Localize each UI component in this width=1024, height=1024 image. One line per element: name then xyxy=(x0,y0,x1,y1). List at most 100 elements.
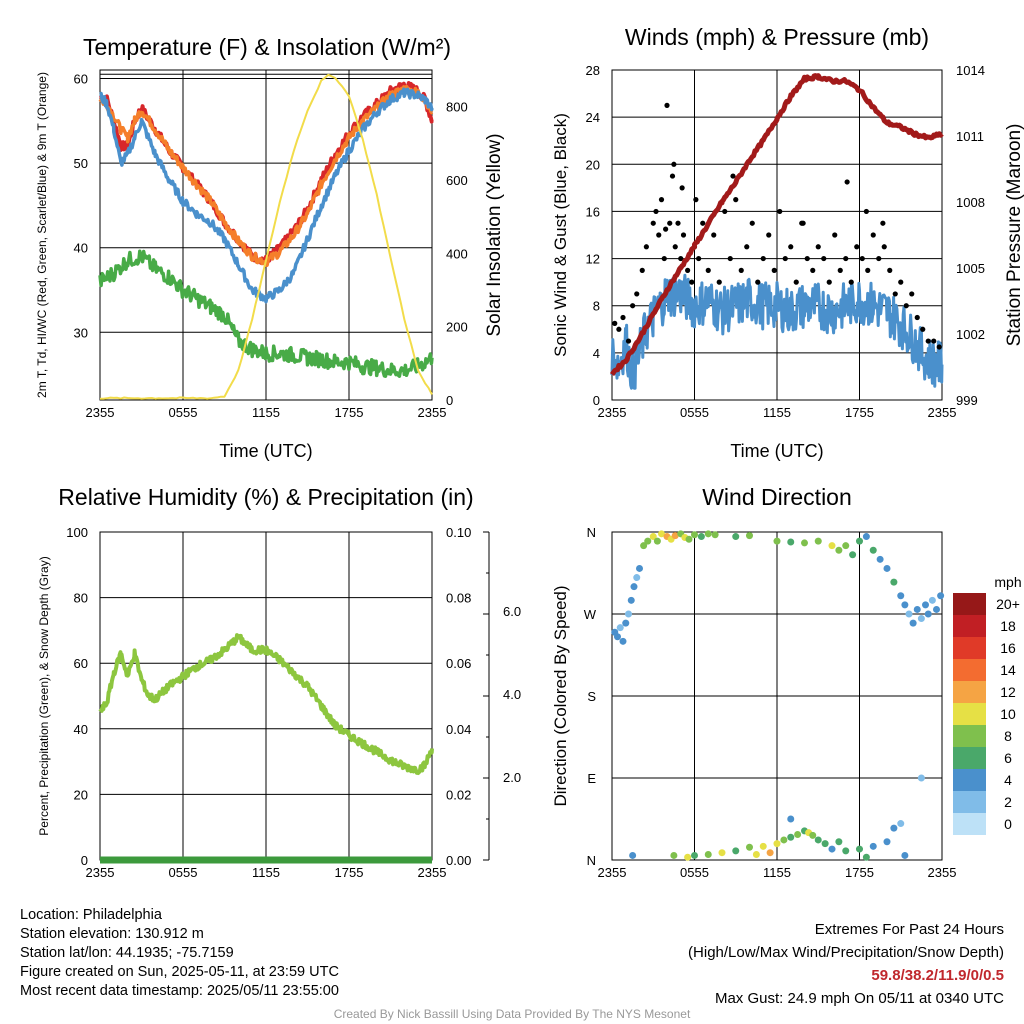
winds-chart-gust-point xyxy=(777,208,783,215)
wind-direction-chart-direction-point xyxy=(759,842,767,850)
wind-direction-chart-direction-point xyxy=(704,530,712,538)
winds-chart-gust-point xyxy=(821,255,827,262)
wind-direction-chart-direction-point xyxy=(883,838,891,846)
wind-direction-chart-direction-point xyxy=(614,633,621,641)
temperature-chart-series-hi-wc xyxy=(99,87,434,304)
winds-chart-gust-point xyxy=(892,291,898,297)
winds-chart-gust-point xyxy=(898,279,904,285)
wind-direction-chart-direction-point xyxy=(821,840,829,848)
wind-direction-chart-colorbar-label: 14 xyxy=(1000,662,1016,678)
winds-chart-gust-point xyxy=(810,267,816,273)
wind-direction-chart-direction-point xyxy=(633,574,641,582)
temperature-chart-series-insolation xyxy=(100,73,433,400)
wind-direction-chart-direction-point xyxy=(905,610,913,618)
winds-chart-gust-point xyxy=(887,267,893,273)
wind-direction-chart-direction-point xyxy=(787,538,795,546)
winds-chart-gust-point xyxy=(738,267,744,273)
temperature-chart-y-right-tick-label: 600 xyxy=(446,173,468,188)
winds-chart-gust-point xyxy=(689,279,695,285)
temperature-chart-x-tick-label: 2355 xyxy=(418,405,447,420)
winds-chart-series-station-pressure xyxy=(609,73,944,377)
wind-direction-chart-direction-point xyxy=(909,619,917,627)
wind-direction-chart-direction-point xyxy=(901,851,909,859)
winds-chart-x-tick-label: 2355 xyxy=(598,405,627,420)
wind-direction-chart-direction-point xyxy=(685,535,693,543)
winds-chart-x-tick-label: 2355 xyxy=(928,405,957,420)
winds-chart-gust-point xyxy=(931,338,937,344)
winds-chart-gust-point xyxy=(782,255,788,262)
humidity-chart-snow-tick-label: 6.0 xyxy=(503,604,521,619)
wind-direction-chart-direction-point xyxy=(718,849,726,857)
winds-chart-gust-point xyxy=(620,314,626,321)
wind-direction-chart-direction-point xyxy=(653,537,661,545)
winds-chart-gust-point xyxy=(749,220,755,226)
wind-direction-chart-colorbar-swatch xyxy=(953,593,986,615)
wind-direction-chart-y-tick-label: S xyxy=(587,689,596,704)
wind-direction-chart-direction-point xyxy=(619,637,627,645)
temperature-chart-title: Temperature (F) & Insolation (W/m²) xyxy=(83,34,451,60)
winds-chart-gust-point xyxy=(630,303,636,309)
winds-chart-x-tick-label: 1155 xyxy=(763,405,791,420)
wind-direction-chart-direction-point xyxy=(625,610,632,618)
winds-chart-y-right-axis-label: Station Pressure (Maroon) xyxy=(1004,124,1024,347)
wind-direction-chart-x-tick-label: 2355 xyxy=(928,865,957,880)
winds-chart-y-right-tick-label: 1011 xyxy=(956,129,984,144)
wind-direction-chart-colorbar-label: 18 xyxy=(1000,618,1016,634)
wind-direction-chart-direction-point xyxy=(856,537,863,545)
humidity-chart-y-right-tick-label: 0.06 xyxy=(446,656,471,671)
winds-chart-gust-point xyxy=(730,173,736,179)
wind-direction-chart-direction-point xyxy=(670,851,678,859)
temperature-chart-y-right-tick-label: 400 xyxy=(446,246,468,261)
humidity-chart-y-right-tick-label: 0.10 xyxy=(446,525,471,540)
winds-chart-y-right-tick-label: 1005 xyxy=(956,261,985,276)
wind-direction-chart-direction-point xyxy=(704,851,712,859)
winds-chart-gust-point xyxy=(832,232,838,238)
wind-direction-chart-direction-point xyxy=(732,533,740,541)
wind-direction-chart-direction-point xyxy=(671,532,679,540)
temperature-chart-y-right-tick-label: 200 xyxy=(446,320,468,335)
wind-direction-chart-colorbar-swatch xyxy=(953,747,986,769)
winds-chart-gust-point xyxy=(727,255,733,262)
wind-direction-chart-direction-point xyxy=(684,853,692,861)
wind-direction-chart-direction-point xyxy=(794,830,802,838)
winds-chart-gust-point xyxy=(788,244,794,250)
temperature-chart-x-axis-label: Time (UTC) xyxy=(219,441,312,461)
winds-chart-gust-point xyxy=(903,303,909,309)
winds-chart-gust-point xyxy=(639,267,645,273)
wind-direction-chart-direction-point xyxy=(746,532,753,540)
wind-direction-chart-direction-point xyxy=(835,546,843,554)
winds-chart-y-right-tick-label: 1002 xyxy=(956,327,985,342)
wind-direction-chart-direction-point xyxy=(773,840,781,848)
humidity-chart-snow-tick-label: 2.0 xyxy=(503,770,521,785)
wind-direction-chart-direction-point xyxy=(732,847,740,855)
winds-chart-gust-point xyxy=(793,279,799,285)
wind-direction-chart-colorbar-swatch xyxy=(953,637,986,659)
wind-direction-chart-colorbar-swatch xyxy=(953,769,986,791)
winds-chart-y-tick-label: 4 xyxy=(593,346,600,361)
humidity-chart-y-right-tick-label: 0.02 xyxy=(446,787,471,802)
winds-chart-gust-point xyxy=(671,161,677,167)
wind-direction-chart-direction-point xyxy=(658,530,665,538)
humidity-chart-y-right-tick-label: 0.00 xyxy=(446,853,471,868)
wind-direction-chart-direction-point xyxy=(644,537,652,545)
winds-chart-y-tick-label: 8 xyxy=(593,299,600,314)
wind-direction-chart-direction-point xyxy=(913,605,921,613)
humidity-chart-title: Relative Humidity (%) & Precipitation (i… xyxy=(58,484,473,510)
winds-chart-series-sonic-wind xyxy=(610,273,944,390)
wind-direction-chart-direction-point xyxy=(780,836,788,844)
wind-direction-chart-direction-point xyxy=(901,601,909,609)
wind-direction-chart-colorbar-label: 0 xyxy=(1004,816,1012,832)
created-text: Figure created on Sun, 2025-05-11, at 23… xyxy=(20,964,339,980)
wind-direction-chart-direction-point xyxy=(752,851,760,859)
winds-chart-gust-point xyxy=(925,338,931,344)
wind-direction-chart-colorbar-label: 4 xyxy=(1004,772,1012,788)
wind-direction-chart-direction-point xyxy=(835,838,843,846)
wind-direction-chart-direction-point xyxy=(809,831,817,839)
extremes-panel: Extremes For Past 24 Hours (High/Low/Max… xyxy=(688,918,1004,1010)
humidity-chart-x-tick-label: 0555 xyxy=(169,865,198,880)
humidity-chart-y-right-tick-label: 0.04 xyxy=(446,722,471,737)
wind-direction-chart-x-tick-label: 2355 xyxy=(598,865,627,880)
wind-direction-chart-x-tick-label: 1155 xyxy=(763,865,791,880)
humidity-chart-y-tick-label: 20 xyxy=(74,787,88,802)
wind-direction-chart-direction-point xyxy=(862,533,870,541)
